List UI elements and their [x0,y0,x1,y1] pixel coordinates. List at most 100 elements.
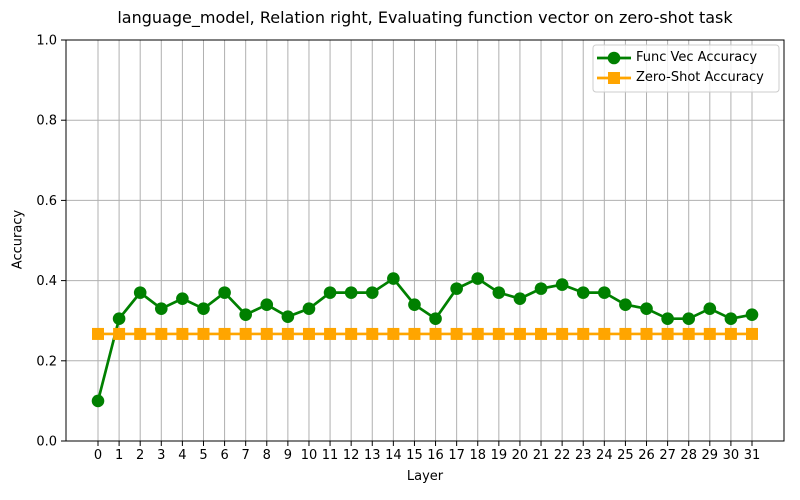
zero-shot-accuracy-point [471,327,484,340]
x-tick-label: 22 [554,448,571,463]
axes-frame [65,39,785,442]
x-tick-label: 12 [343,448,360,463]
func-vec-accuracy-point [344,286,358,299]
zero-shot-accuracy-point [366,327,379,340]
zero-shot-accuracy-point [134,327,147,340]
x-tick-label: 21 [533,448,550,463]
zero-shot-accuracy-point [176,327,189,340]
func-vec-accuracy-point [745,308,759,321]
x-tick-label: 8 [263,448,271,463]
x-tick-label: 24 [596,448,613,463]
y-tick-label: 0.8 [36,114,57,129]
legend-sample-marker-circle [607,51,621,65]
zero-shot-accuracy-point [260,327,273,340]
func-vec-accuracy-point [302,302,316,315]
legend-box [592,44,780,93]
zero-shot-accuracy-point [387,327,400,340]
func-vec-accuracy-point [598,286,611,299]
func-vec-accuracy-point [197,302,210,315]
zero-shot-accuracy-point [661,327,674,340]
zero-shot-accuracy-point [92,327,104,340]
x-tick-label: 6 [220,448,228,463]
x-tick-label: 15 [406,448,423,463]
x-tick-label: 2 [136,448,144,463]
zero-shot-accuracy-point [239,327,252,340]
zero-shot-accuracy-point [324,327,337,340]
zero-shot-accuracy-point [640,327,653,340]
x-tick-label: 9 [284,448,292,463]
x-tick-label: 4 [178,448,186,463]
x-tick-label: 11 [322,448,339,463]
y-tick-label: 0.2 [36,354,57,369]
func-vec-accuracy-point [112,312,126,325]
x-tick-label: 17 [448,448,465,463]
zero-shot-accuracy-point [197,327,210,340]
func-vec-accuracy-point [555,278,569,291]
zero-shot-accuracy-point [619,327,632,340]
func-vec-accuracy-point [260,298,274,311]
zero-shot-accuracy-point [345,327,358,340]
x-tick-label: 10 [301,448,318,463]
x-tick-label: 26 [638,448,655,463]
func-vec-accuracy-point [176,292,189,305]
func-vec-accuracy-point [281,310,295,323]
y-axis-label: Accuracy [10,209,26,270]
x-tick-label: 16 [427,448,444,463]
zero-shot-accuracy-point [429,327,442,340]
zero-shot-accuracy-point [724,327,737,340]
func-vec-accuracy-point [133,286,147,299]
zero-shot-accuracy-point [577,327,590,340]
func-vec-accuracy-point [408,298,421,311]
zero-shot-accuracy-point [450,327,463,340]
legend-sample-marker-square [608,72,620,84]
func-vec-accuracy-point [239,308,252,321]
func-vec-accuracy-point [154,302,168,315]
x-tick-label: 18 [469,448,486,463]
zero-shot-accuracy-point [113,327,126,340]
y-tick-label: 0.6 [36,194,57,209]
x-tick-label: 7 [242,448,250,463]
func-vec-accuracy-point [661,312,674,325]
func-vec-accuracy-point [576,286,590,299]
zero-shot-accuracy-point [281,327,294,340]
func-vec-accuracy-point [513,292,527,305]
func-vec-accuracy-point [323,286,337,299]
x-tick-label: 1 [115,448,123,463]
x-tick-label: 20 [512,448,529,463]
func-vec-accuracy-point [619,298,632,311]
zero-shot-accuracy-point [703,327,716,340]
x-tick-label: 5 [199,448,207,463]
zero-shot-accuracy-point [598,327,611,340]
x-tick-label: 14 [385,448,402,463]
func-vec-accuracy-point [682,312,696,325]
zero-shot-accuracy-point [408,327,421,340]
zero-shot-accuracy-point [492,327,505,340]
zero-shot-accuracy-point [302,327,315,340]
x-tick-label: 3 [157,448,165,463]
x-tick-label: 29 [702,448,719,463]
y-tick-label: 0.0 [36,435,57,450]
chart-title: language_model, Relation right, Evaluati… [117,8,733,27]
x-tick-label: 31 [744,448,761,463]
func-vec-accuracy-point [429,312,442,325]
zero-shot-accuracy-point [218,327,231,340]
x-tick-label: 25 [617,448,634,463]
x-tick-label: 27 [659,448,676,463]
x-tick-label: 0 [94,448,102,463]
func-vec-accuracy-point [365,286,379,299]
func-vec-accuracy-point [724,312,738,325]
y-tick-label: 1.0 [36,34,57,49]
x-tick-label: 28 [680,448,697,463]
x-tick-label: 13 [364,448,381,463]
func-vec-accuracy-point [703,302,717,315]
zero-shot-accuracy-point [682,327,695,340]
x-axis-label: Layer [406,469,444,484]
func-vec-accuracy-point [218,286,231,299]
func-vec-accuracy-point [471,272,485,285]
x-tick-label: 19 [491,448,508,463]
zero-shot-accuracy-point [746,327,758,340]
func-vec-accuracy-point [91,394,105,408]
zero-shot-accuracy-point [535,327,548,340]
